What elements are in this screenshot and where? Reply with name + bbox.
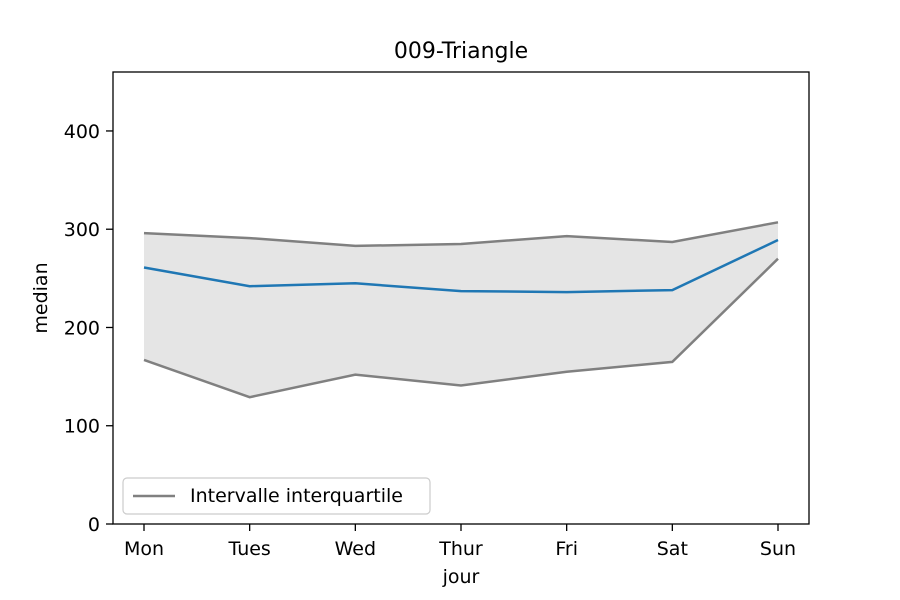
y-tick-label-300: 300: [64, 219, 100, 241]
legend-entry-label: Intervalle interquartile: [190, 485, 403, 507]
x-tick-label-thur: Thur: [438, 538, 483, 560]
legend-box: [122, 477, 431, 515]
y-tick-label-400: 400: [64, 121, 100, 143]
iqr-band-fill: [144, 222, 778, 398]
y-axis-label: median: [30, 262, 52, 333]
median-series-line: [143, 238, 779, 294]
plot-area: [143, 221, 779, 399]
x-tick-label-sat: Sat: [657, 538, 688, 560]
iqr-lower-line: [143, 257, 779, 399]
x-tick-label-fri: Fri: [555, 538, 578, 560]
x-tick-label-mon: Mon: [124, 538, 164, 560]
y-tick-label-0: 0: [88, 514, 100, 536]
x-axis-label: jour: [442, 566, 480, 588]
x-tick-label-sun: Sun: [760, 538, 796, 560]
y-tick-label-100: 100: [64, 416, 100, 438]
y-axis: 0 100 200 300 400: [64, 121, 113, 536]
y-tick-label-200: 200: [64, 317, 100, 339]
chart-title: 009-Triangle: [394, 39, 528, 64]
x-tick-label-wed: Wed: [335, 538, 376, 560]
iqr-upper-line: [143, 221, 779, 248]
x-tick-label-tues: Tues: [227, 538, 270, 560]
legend: Intervalle interquartile: [122, 477, 431, 515]
x-axis: Mon Tues Wed Thur Fri Sat Sun: [124, 524, 796, 560]
